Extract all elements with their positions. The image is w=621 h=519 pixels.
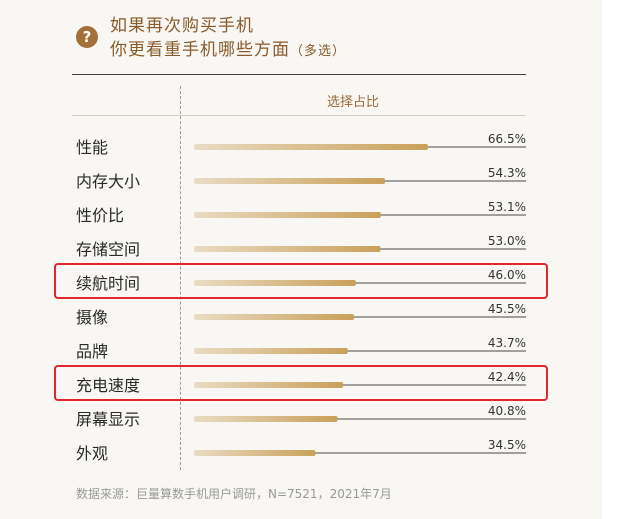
category-label: 品牌 [76, 342, 108, 361]
page-edge [602, 0, 621, 519]
title-line-2: 你更看重手机哪些方面（多选） [110, 35, 346, 60]
top-divider [72, 74, 526, 75]
bar [194, 246, 381, 252]
data-source-note: 数据来源：巨量算数手机用户调研，N=7521，2021年7月 [76, 487, 392, 501]
category-label: 摄像 [76, 308, 108, 327]
column-divider [180, 86, 181, 470]
bar [194, 450, 316, 456]
header-divider [72, 115, 526, 116]
value-label: 53.1% [488, 200, 526, 214]
bar [194, 212, 381, 218]
value-label: 34.5% [488, 438, 526, 452]
category-label: 充电速度 [76, 376, 140, 395]
bar [194, 382, 344, 388]
category-label: 续航时间 [76, 274, 140, 293]
highlight-box [54, 263, 548, 299]
value-label: 40.8% [488, 404, 526, 418]
question-icon: ? [76, 26, 98, 48]
value-label: 66.5% [488, 132, 526, 146]
value-label: 53.0% [488, 234, 526, 248]
category-label: 性价比 [76, 206, 124, 225]
category-label: 外观 [76, 444, 108, 463]
column-header: 选择占比 [326, 95, 379, 110]
bar [194, 178, 386, 184]
value-label: 54.3% [488, 166, 526, 180]
bar [194, 280, 356, 286]
value-label: 42.4% [488, 370, 526, 384]
bar [194, 314, 355, 320]
category-label: 存储空间 [76, 240, 140, 259]
multi-select-note: （多选） [290, 44, 347, 59]
category-label: 内存大小 [76, 172, 140, 191]
bar [194, 416, 338, 422]
survey-card [0, 0, 602, 519]
title-line-1: 如果再次购买手机 [110, 16, 254, 36]
value-label: 43.7% [488, 336, 526, 350]
bar [194, 348, 348, 354]
value-label: 45.5% [488, 302, 526, 316]
title-line-2-main: 你更看重手机哪些方面 [110, 40, 290, 60]
category-label: 性能 [76, 138, 108, 157]
highlight-box [54, 365, 548, 401]
category-label: 屏幕显示 [76, 410, 140, 429]
value-label: 46.0% [488, 268, 526, 282]
bar [194, 144, 428, 150]
